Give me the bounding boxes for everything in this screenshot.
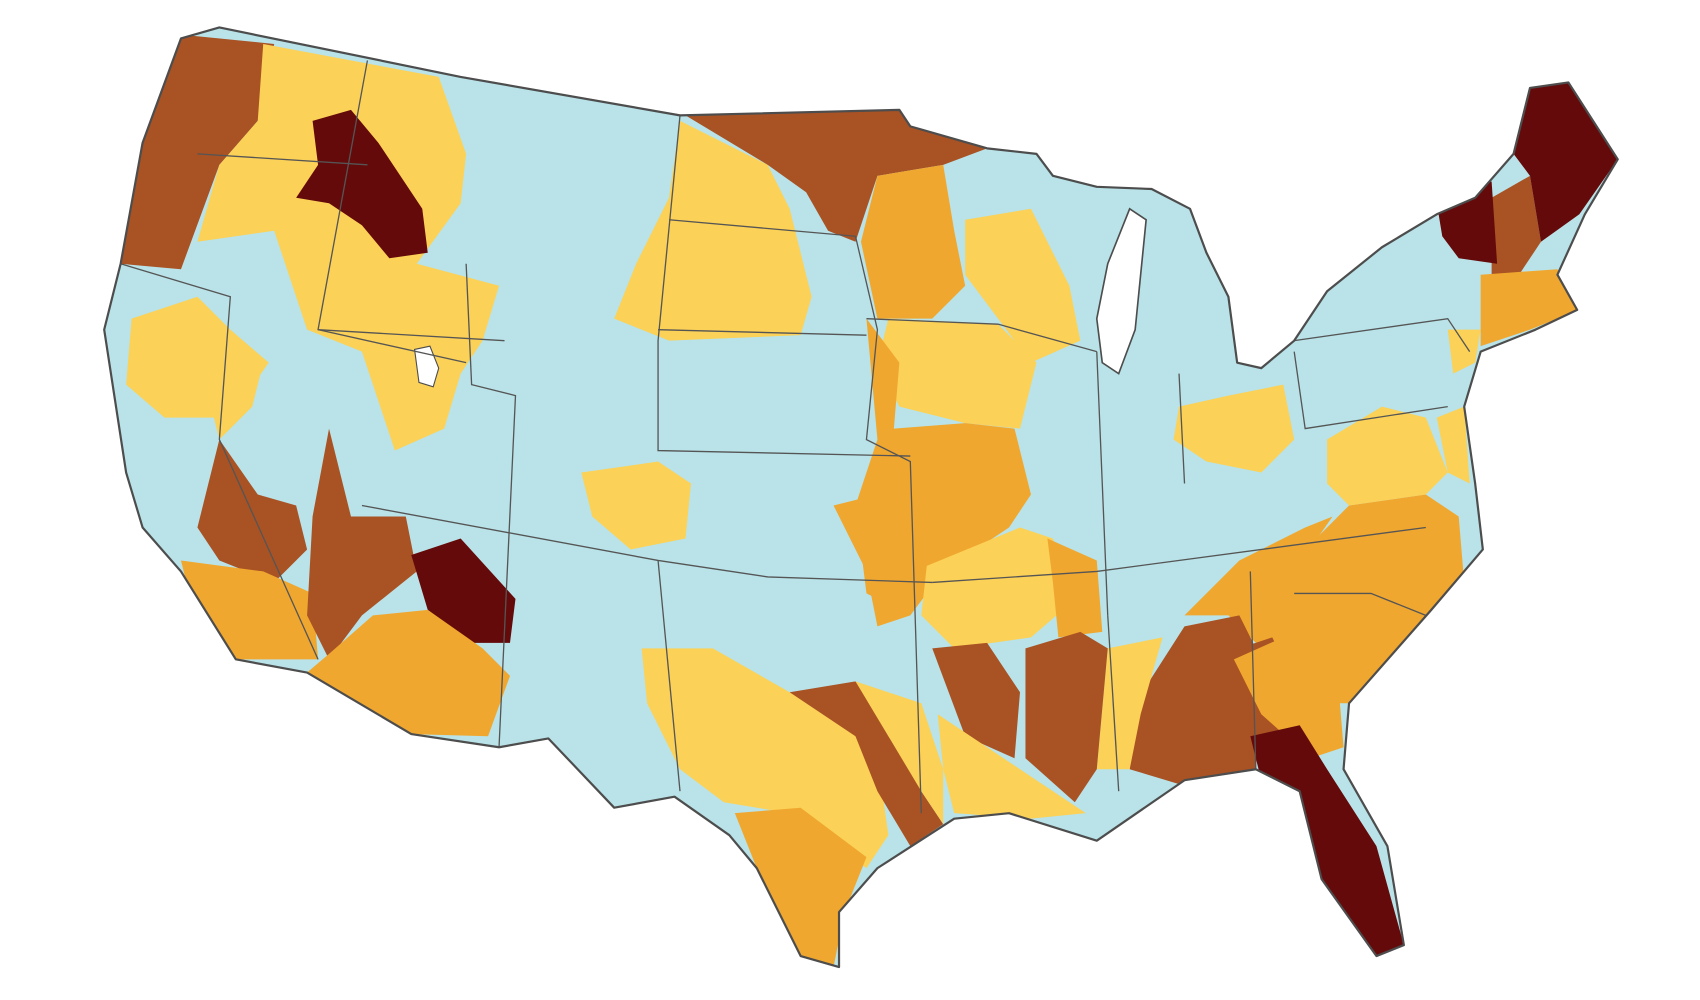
state-border: [1178, 373, 1186, 484]
state-border: [658, 329, 867, 336]
watershed-new-hampshire: [1491, 175, 1541, 275]
state-border: [1294, 317, 1471, 353]
state-border: [866, 318, 1097, 353]
state-border: [465, 263, 517, 748]
watershed-red-river-north: [685, 109, 988, 242]
state-border: [854, 236, 922, 814]
watershed-tennessee: [1184, 516, 1333, 616]
state-border: [120, 263, 319, 660]
watershed-nevada-central: [208, 351, 264, 440]
watershed-nueces-south-texas: [734, 807, 867, 968]
watershed-virginia: [1327, 406, 1448, 506]
watershed-gila-basin: [307, 609, 510, 737]
watershed-georgia-coast: [1233, 637, 1344, 759]
watershed-colorado-lower: [307, 428, 417, 660]
state-border: [1293, 351, 1448, 430]
watershed-central-valley-south: [197, 439, 308, 583]
state-border: [1107, 615, 1120, 792]
watershed-southern-california: [180, 560, 319, 660]
state-border: [657, 560, 681, 792]
watershed-louisiana: [937, 714, 1086, 819]
watershed-yazoo-pearl: [1025, 631, 1108, 803]
lake-michigan: [1095, 207, 1147, 375]
state-border: [1249, 571, 1257, 770]
watershed-mobile-tombigbee: [1096, 637, 1163, 770]
watershed-arkansas-east: [833, 494, 911, 627]
watershed-lower-miss-west: [1047, 538, 1103, 638]
watershed-southern-new-england: [1480, 269, 1580, 347]
state-border: [657, 115, 911, 457]
watershed-hudson-delaware: [1447, 329, 1481, 374]
watershed-maine: [1513, 82, 1618, 242]
watershed-colorado-headwaters: [581, 461, 691, 550]
state-border: [668, 219, 856, 237]
watershed-upper-mississippi: [860, 164, 966, 319]
watershed-chesapeake: [1436, 406, 1470, 484]
watershed-snake-river-upper: [296, 109, 428, 259]
us-outline: [103, 26, 1619, 969]
watershed-trinity-brazos: [789, 681, 944, 847]
state-border: [197, 153, 368, 166]
great-salt-lake: [413, 345, 440, 388]
watershed-florida: [1250, 725, 1404, 957]
state-border: [1294, 592, 1427, 616]
watershed-red-river-south: [932, 642, 1020, 759]
watershed-ouachita: [921, 527, 1070, 649]
watershed-wisconsin: [965, 208, 1081, 363]
state-border: [361, 504, 933, 584]
watershed-ohio-valley: [1173, 384, 1295, 473]
state-border: [318, 329, 505, 342]
watershed-iowa: [877, 318, 1037, 429]
state-border: [1096, 351, 1109, 616]
watershed-sabine-neches: [855, 681, 944, 825]
state-border: [932, 526, 1426, 584]
